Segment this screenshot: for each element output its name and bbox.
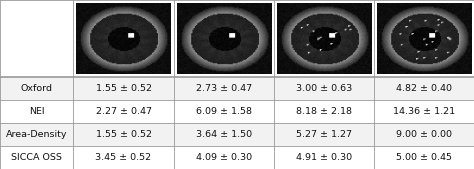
Text: 2.27 ± 0.47: 2.27 ± 0.47 <box>96 107 152 116</box>
Text: 4.82 ± 0.40: 4.82 ± 0.40 <box>396 84 452 93</box>
Text: 6.09 ± 1.58: 6.09 ± 1.58 <box>196 107 252 116</box>
Text: NEI: NEI <box>29 107 45 116</box>
Text: 14.36 ± 1.21: 14.36 ± 1.21 <box>393 107 455 116</box>
Text: 4.09 ± 0.30: 4.09 ± 0.30 <box>196 153 252 162</box>
Text: 3.45 ± 0.52: 3.45 ± 0.52 <box>95 153 152 162</box>
Text: 1.55 ± 0.52: 1.55 ± 0.52 <box>96 130 152 139</box>
Text: 2.73 ± 0.47: 2.73 ± 0.47 <box>196 84 252 93</box>
Bar <box>0 123 474 146</box>
Text: 3.00 ± 0.63: 3.00 ± 0.63 <box>296 84 352 93</box>
Text: 9.00 ± 0.00: 9.00 ± 0.00 <box>396 130 452 139</box>
Text: SICCA OSS: SICCA OSS <box>11 153 62 162</box>
Text: 3.64 ± 1.50: 3.64 ± 1.50 <box>196 130 252 139</box>
Bar <box>0 146 474 169</box>
Text: Area-Density: Area-Density <box>6 130 67 139</box>
Text: 5.00 ± 0.45: 5.00 ± 0.45 <box>396 153 452 162</box>
Bar <box>0 100 474 123</box>
Bar <box>0 77 474 100</box>
Text: 8.18 ± 2.18: 8.18 ± 2.18 <box>296 107 352 116</box>
Text: 4.91 ± 0.30: 4.91 ± 0.30 <box>296 153 352 162</box>
Bar <box>0 0 73 77</box>
Text: Oxford: Oxford <box>21 84 53 93</box>
Text: 5.27 ± 1.27: 5.27 ± 1.27 <box>296 130 352 139</box>
Text: 1.55 ± 0.52: 1.55 ± 0.52 <box>96 84 152 93</box>
